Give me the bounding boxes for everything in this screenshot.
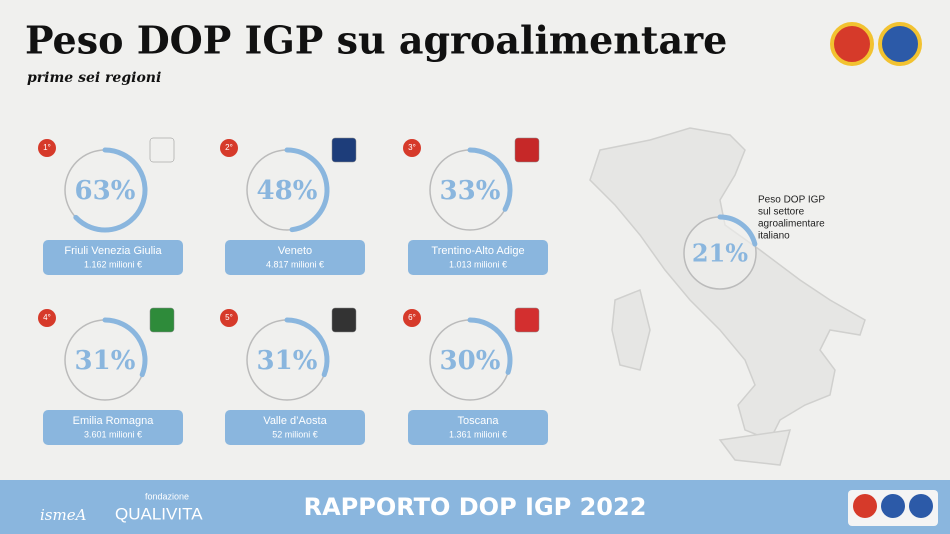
title: Peso DOP IGP su agroalimentare xyxy=(25,18,727,63)
region-name: Friuli Venezia Giulia xyxy=(64,245,162,257)
qualivita-top: fondazione xyxy=(145,491,189,501)
label-box xyxy=(225,240,365,275)
emblem xyxy=(514,137,540,163)
emblem xyxy=(331,307,357,333)
share-arc xyxy=(467,317,513,375)
seal xyxy=(909,494,933,518)
share-arc xyxy=(73,147,148,233)
rank-badge xyxy=(403,309,421,327)
rank-label: 3° xyxy=(408,143,416,152)
seal xyxy=(853,494,877,518)
emblem xyxy=(514,307,540,333)
share-label: 48% xyxy=(257,176,318,206)
region-amount: 4.817 milioni € xyxy=(266,259,324,269)
italy-arc xyxy=(717,214,758,247)
rank-badge xyxy=(403,139,421,157)
region-amount: 3.601 milioni € xyxy=(84,429,142,439)
share-arc xyxy=(284,147,330,233)
italy-caption: sul settore xyxy=(758,207,805,218)
emblem xyxy=(149,137,175,163)
rank-badge xyxy=(220,139,238,157)
italy-caption: agroalimentare xyxy=(758,219,825,230)
share-label: 33% xyxy=(440,176,501,206)
subtitle: prime sei regioni xyxy=(27,70,161,86)
rank-label: 2° xyxy=(225,143,233,152)
share-label: 30% xyxy=(440,346,501,376)
region-amount: 52 milioni € xyxy=(272,429,318,439)
italy-share: 21% xyxy=(692,239,748,268)
sicily xyxy=(718,429,792,466)
rank-label: 6° xyxy=(408,313,416,322)
region-name: Trentino-Alto Adige xyxy=(431,245,524,257)
rank-label: 5° xyxy=(225,313,233,322)
ismea-logo: ismeA xyxy=(40,506,87,524)
share-arc xyxy=(102,317,148,378)
igp-seal xyxy=(878,22,922,66)
label-box xyxy=(408,410,548,445)
rank-label: 4° xyxy=(43,313,51,322)
sardinia xyxy=(611,288,651,371)
region-amount: 1.361 milioni € xyxy=(449,429,507,439)
region-amount: 1.162 milioni € xyxy=(84,259,142,269)
region-name: Emilia Romagna xyxy=(73,415,155,427)
label-box xyxy=(408,240,548,275)
region-name: Toscana xyxy=(458,415,500,427)
rank-badge xyxy=(38,309,56,327)
label-box xyxy=(225,410,365,445)
rank-badge xyxy=(220,309,238,327)
share-label: 31% xyxy=(75,346,136,376)
share-arc xyxy=(284,317,330,378)
seal xyxy=(881,494,905,518)
footer-band xyxy=(0,480,950,534)
share-arc xyxy=(467,147,513,212)
dop-seal xyxy=(830,22,874,66)
emblem xyxy=(331,137,357,163)
rank-label: 1° xyxy=(43,143,51,152)
emblem xyxy=(149,307,175,333)
region-name: Veneto xyxy=(278,245,312,257)
italy-caption: italiano xyxy=(758,231,790,242)
qualivita-logo: QUALIVITA xyxy=(115,504,203,523)
italy-caption: Peso DOP IGP xyxy=(758,195,825,206)
region-amount: 1.013 milioni € xyxy=(449,259,507,269)
label-box xyxy=(43,410,183,445)
rank-badge xyxy=(38,139,56,157)
region-name: Valle d’Aosta xyxy=(263,415,327,427)
footer-title: RAPPORTO DOP IGP 2022 xyxy=(304,493,647,521)
share-label: 31% xyxy=(257,346,318,376)
label-box xyxy=(43,240,183,275)
share-label: 63% xyxy=(75,176,136,206)
